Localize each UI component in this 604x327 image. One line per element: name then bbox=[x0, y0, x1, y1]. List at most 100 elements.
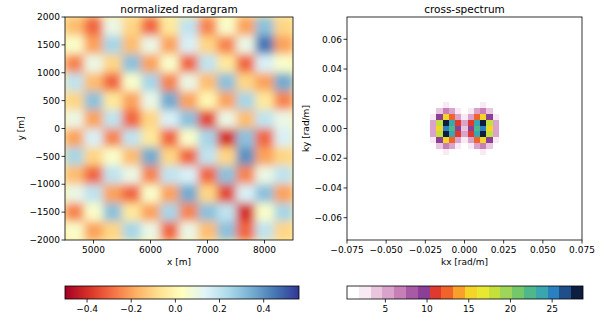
cell bbox=[274, 129, 293, 148]
cell bbox=[430, 126, 437, 132]
cell bbox=[493, 96, 500, 102]
cell bbox=[455, 108, 462, 114]
cell bbox=[468, 149, 475, 155]
cell bbox=[436, 143, 443, 149]
cell bbox=[160, 166, 180, 185]
cell bbox=[474, 108, 481, 114]
cell bbox=[274, 184, 293, 203]
cell bbox=[499, 131, 506, 137]
cell bbox=[274, 221, 293, 240]
cell bbox=[179, 147, 199, 166]
cell bbox=[84, 203, 104, 222]
cell bbox=[436, 161, 443, 167]
cell bbox=[255, 203, 275, 222]
x-tick-label: 0.075 bbox=[569, 245, 595, 255]
colorbar-tick bbox=[510, 299, 511, 303]
cell bbox=[505, 143, 512, 149]
cell bbox=[141, 110, 161, 129]
cell bbox=[84, 73, 104, 92]
cell bbox=[493, 120, 500, 126]
plot-frame bbox=[65, 17, 293, 240]
cell bbox=[480, 161, 487, 167]
colorbar-band bbox=[382, 286, 394, 299]
x-tick-label: 0.000 bbox=[452, 245, 478, 255]
cell bbox=[430, 108, 437, 114]
colorbar-band bbox=[465, 286, 477, 299]
cell bbox=[84, 147, 104, 166]
cell bbox=[486, 96, 493, 102]
y-tick-label: 2000 bbox=[37, 12, 60, 22]
cell bbox=[474, 149, 481, 155]
cell bbox=[468, 120, 475, 126]
cell bbox=[461, 161, 468, 167]
x-tick-label: 5000 bbox=[82, 245, 105, 255]
colorbar-band bbox=[418, 286, 430, 299]
cell bbox=[493, 149, 500, 155]
x-tick-label: −0.075 bbox=[330, 245, 363, 255]
cell bbox=[84, 184, 104, 203]
cell bbox=[217, 73, 237, 92]
cell bbox=[461, 114, 468, 120]
cell bbox=[430, 96, 437, 102]
x-tick bbox=[542, 240, 543, 244]
colorbar-tick bbox=[427, 299, 428, 303]
cell bbox=[474, 126, 481, 132]
cell bbox=[443, 131, 450, 137]
cell bbox=[486, 137, 493, 143]
cell bbox=[424, 126, 431, 132]
x-tick-label: 0.050 bbox=[530, 245, 556, 255]
cell bbox=[236, 17, 256, 36]
cell bbox=[122, 91, 142, 110]
cell bbox=[449, 143, 456, 149]
cell bbox=[274, 147, 293, 166]
x-tick bbox=[347, 240, 348, 244]
cell bbox=[141, 166, 161, 185]
chart-root: 5000600070008000−2000−1500−1000−50005001… bbox=[0, 0, 604, 327]
colorbar-band bbox=[500, 286, 512, 299]
colorbar-tick bbox=[263, 299, 264, 303]
cell bbox=[418, 108, 425, 114]
cell bbox=[505, 108, 512, 114]
cell bbox=[255, 110, 275, 129]
cell bbox=[493, 161, 500, 167]
cells bbox=[65, 17, 293, 240]
cell bbox=[179, 36, 199, 55]
cell bbox=[468, 161, 475, 167]
cell bbox=[274, 110, 293, 129]
cell bbox=[65, 129, 85, 148]
colorbar-band bbox=[359, 286, 371, 299]
cell bbox=[468, 143, 475, 149]
cell bbox=[436, 126, 443, 132]
cell bbox=[424, 143, 431, 149]
cell bbox=[103, 166, 123, 185]
cell bbox=[474, 131, 481, 137]
cell bbox=[103, 203, 123, 222]
cell bbox=[418, 102, 425, 108]
cell bbox=[198, 184, 218, 203]
cell bbox=[449, 126, 456, 132]
title: normalized radargram bbox=[120, 3, 237, 15]
cell bbox=[65, 203, 85, 222]
cell bbox=[103, 73, 123, 92]
cell bbox=[461, 90, 468, 96]
cell bbox=[474, 102, 481, 108]
y-tick-label: 1000 bbox=[37, 68, 60, 78]
cell bbox=[122, 36, 142, 55]
colorbar-band bbox=[441, 286, 453, 299]
cell bbox=[84, 91, 104, 110]
cell bbox=[179, 184, 199, 203]
cell bbox=[274, 203, 293, 222]
cell bbox=[480, 131, 487, 137]
cell bbox=[179, 221, 199, 240]
cell bbox=[499, 161, 506, 167]
cell bbox=[468, 131, 475, 137]
y-tick-label: 0.04 bbox=[322, 64, 342, 74]
cell bbox=[84, 129, 104, 148]
cell bbox=[480, 137, 487, 143]
cell bbox=[436, 131, 443, 137]
y-tick bbox=[62, 72, 66, 73]
colorbar-band bbox=[371, 286, 383, 299]
cell bbox=[474, 114, 481, 120]
plot-area bbox=[347, 17, 582, 240]
x-tick-label: 6000 bbox=[139, 245, 162, 255]
